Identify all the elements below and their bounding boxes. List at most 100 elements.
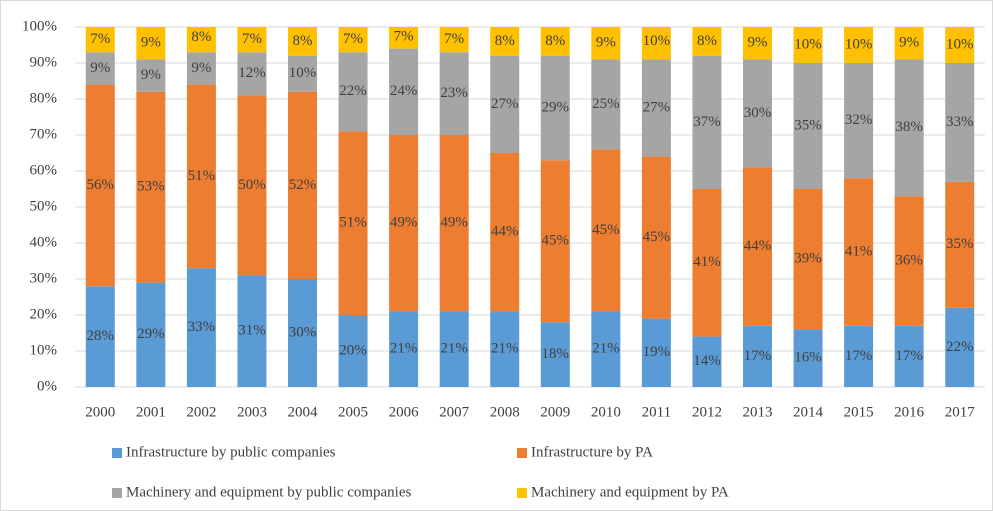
bar-segment <box>439 27 469 53</box>
data-label: 50% <box>238 177 266 193</box>
data-label: 12% <box>238 65 266 81</box>
data-label: 31% <box>238 323 266 339</box>
bar-segment <box>490 153 520 312</box>
data-label: 30% <box>289 324 317 340</box>
bar-segment <box>490 311 520 387</box>
data-label: 29% <box>542 99 570 115</box>
data-label: 9% <box>899 35 919 51</box>
bar-segment <box>237 27 267 53</box>
data-label: 39% <box>794 251 822 267</box>
data-label: 22% <box>946 339 974 355</box>
x-tick-label: 2012 <box>692 404 722 420</box>
bar-segment <box>540 55 570 161</box>
bar-segment <box>945 63 975 182</box>
bar-segment <box>540 160 570 323</box>
bar-segment <box>793 329 823 387</box>
data-label: 17% <box>895 348 923 364</box>
bar-segment <box>85 286 115 387</box>
bar-segment <box>288 91 317 279</box>
data-label: 10% <box>794 36 822 52</box>
x-tick-label: 2000 <box>85 404 115 420</box>
bar-segment <box>389 311 419 387</box>
data-label: 28% <box>87 328 115 344</box>
x-tick-label: 2017 <box>945 404 976 420</box>
x-tick-label: 2003 <box>237 404 267 420</box>
bar-segment <box>338 52 368 132</box>
bar-segment <box>338 27 368 53</box>
bar-segment <box>793 63 823 189</box>
data-label: 7% <box>394 28 414 44</box>
data-label: 21% <box>491 341 519 357</box>
y-tick-label: 10% <box>30 342 58 358</box>
bar-segment <box>186 84 216 269</box>
data-label: 8% <box>697 33 717 49</box>
legend-label: Infrastructure by public companies <box>126 444 336 460</box>
data-label: 41% <box>693 254 721 270</box>
legend-swatch <box>517 488 527 498</box>
y-tick-label: 60% <box>30 162 58 178</box>
bar-segment <box>136 27 166 60</box>
data-label: 8% <box>545 33 565 49</box>
x-tick-label: 2002 <box>186 404 216 420</box>
legend-swatch <box>112 448 122 458</box>
bar-segment <box>641 318 671 387</box>
bar-segment <box>237 52 267 96</box>
bar-segment <box>439 52 469 136</box>
data-label: 21% <box>440 341 468 357</box>
data-label: 9% <box>596 35 616 51</box>
data-label: 44% <box>744 238 772 254</box>
bar-segment <box>389 135 419 312</box>
bar-segment <box>237 275 267 387</box>
data-label: 24% <box>390 83 418 99</box>
data-label: 49% <box>440 215 468 231</box>
bar-segment <box>641 27 671 60</box>
legend-swatch <box>517 448 527 458</box>
data-label: 45% <box>643 229 671 245</box>
bar-segment <box>793 27 823 63</box>
data-label: 36% <box>895 252 923 268</box>
y-tick-label: 80% <box>30 90 58 106</box>
x-tick-label: 2005 <box>338 404 368 420</box>
data-label: 45% <box>542 233 570 249</box>
data-label: 49% <box>390 215 418 231</box>
bar-segment <box>288 279 317 387</box>
bar-segment <box>692 189 722 337</box>
x-tick-label: 2009 <box>540 404 570 420</box>
bar-segment <box>692 55 722 189</box>
data-label: 14% <box>693 353 721 369</box>
x-tick-label: 2010 <box>591 404 621 420</box>
data-label: 32% <box>845 112 873 128</box>
bar-segment <box>85 27 115 53</box>
x-tick-label: 2015 <box>844 404 874 420</box>
bar-segment <box>641 156 671 319</box>
data-label: 21% <box>592 341 620 357</box>
y-tick-label: 20% <box>30 306 58 322</box>
data-label: 18% <box>542 346 570 362</box>
data-label: 10% <box>289 65 317 81</box>
data-label: 10% <box>845 36 873 52</box>
data-label: 35% <box>946 236 974 252</box>
data-label: 37% <box>693 114 721 130</box>
bar-segment <box>540 27 570 56</box>
data-label: 41% <box>845 243 873 259</box>
labels: 0% 10% 20% 30% 40% 50% 60% 70% 80% 90% 100% 2000 28%… <box>22 18 975 500</box>
data-label: 16% <box>794 350 822 366</box>
bar-segment <box>186 268 216 387</box>
x-tick-label: 2001 <box>136 404 166 420</box>
legend-label: Machinery and equipment by PA <box>531 484 729 500</box>
x-tick-label: 2008 <box>490 404 520 420</box>
bar-segment <box>793 189 823 330</box>
bar-segment <box>894 59 924 197</box>
bar-segment <box>591 27 621 60</box>
bar-segment <box>945 181 975 308</box>
bar-segment <box>85 84 115 287</box>
data-label: 17% <box>845 348 873 364</box>
data-label: 27% <box>643 99 671 115</box>
bar-segment <box>136 282 166 387</box>
bar-segment <box>540 322 570 387</box>
bar-segment <box>85 52 115 85</box>
data-label: 9% <box>90 60 110 76</box>
bar-segment <box>743 27 772 60</box>
legend-swatch <box>112 488 122 498</box>
